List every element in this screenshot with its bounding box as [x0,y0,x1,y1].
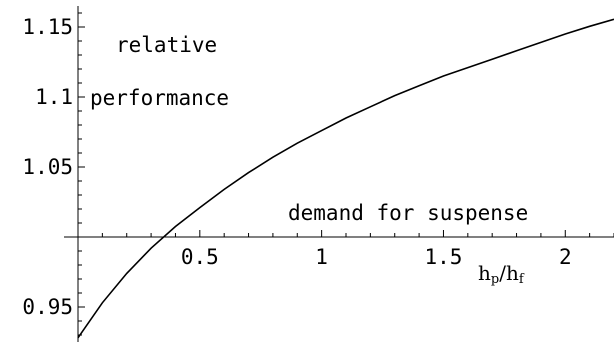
series [77,18,614,339]
x-ticks: 0.5 1 1.5 2 [101,230,614,269]
x-axis-label: hp/hf [478,261,525,287]
y-ticks: 0.95 1.05 1.1 1.15 [22,12,85,336]
y-tick-label: 0.95 [22,295,73,319]
annotation-performance: performance [90,86,229,110]
y-tick-label: 1.05 [22,155,73,179]
y-tick-label: 1.1 [35,85,73,109]
x-tick-label: 1.5 [424,245,462,269]
series-line [77,18,614,339]
x-tick-label: 0.5 [181,245,219,269]
x-tick-label: 2 [559,245,572,269]
annotation-demand-for-suspense: demand for suspense [288,201,528,225]
y-tick-label: 1.15 [22,15,73,39]
x-tick-label: 1 [315,245,328,269]
annotation-relative: relative [116,33,217,57]
